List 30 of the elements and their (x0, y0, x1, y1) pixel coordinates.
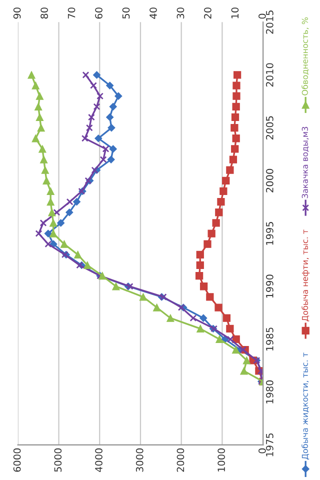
text: Обводненность, % (302, 17, 309, 96)
x2-tick-label: 80 (40, 8, 48, 19)
x2-tick-label: 0 (258, 14, 266, 19)
x2-tick-label: 30 (176, 8, 184, 19)
y-tick-label: 2010 (266, 63, 274, 87)
y-tick-label: 1995 (266, 222, 274, 245)
y-tick-label: 1980 (266, 380, 274, 404)
x2-tick-label: 40 (150, 8, 157, 19)
text: Закачка воды,м3 (302, 126, 309, 198)
y-tick-label: 2015 (266, 10, 274, 34)
y-tick-label: 1990 (266, 274, 274, 298)
x-tick-label: 1000 (218, 448, 226, 472)
x-tick-label: 3000 (136, 448, 144, 472)
x2-tick-label: 20 (204, 8, 212, 19)
x-tick-label: 2000 (176, 448, 184, 472)
y-tick-label: 1985 (266, 328, 274, 351)
y-tick-label: 1975 (266, 433, 274, 456)
x-tick-label: 5000 (54, 448, 62, 472)
text: Добыча жидкости, тыс. т (302, 352, 310, 460)
x-tick-label: 0 (258, 448, 266, 454)
y-tick-label: 2005 (266, 116, 274, 140)
text: Добыча нефти, тыс. т (302, 230, 310, 322)
x2-tick-label: 50 (122, 8, 130, 19)
x2-tick-label: 60 (95, 8, 102, 19)
x2-tick-label: 90 (13, 8, 21, 19)
y-tick-label: 2000 (266, 168, 274, 192)
x-tick-label: 6000 (13, 448, 21, 472)
x-tick-label: 4000 (95, 448, 102, 472)
x2-tick-label: 10 (231, 8, 239, 18)
x2-tick-label: 70 (68, 8, 76, 19)
